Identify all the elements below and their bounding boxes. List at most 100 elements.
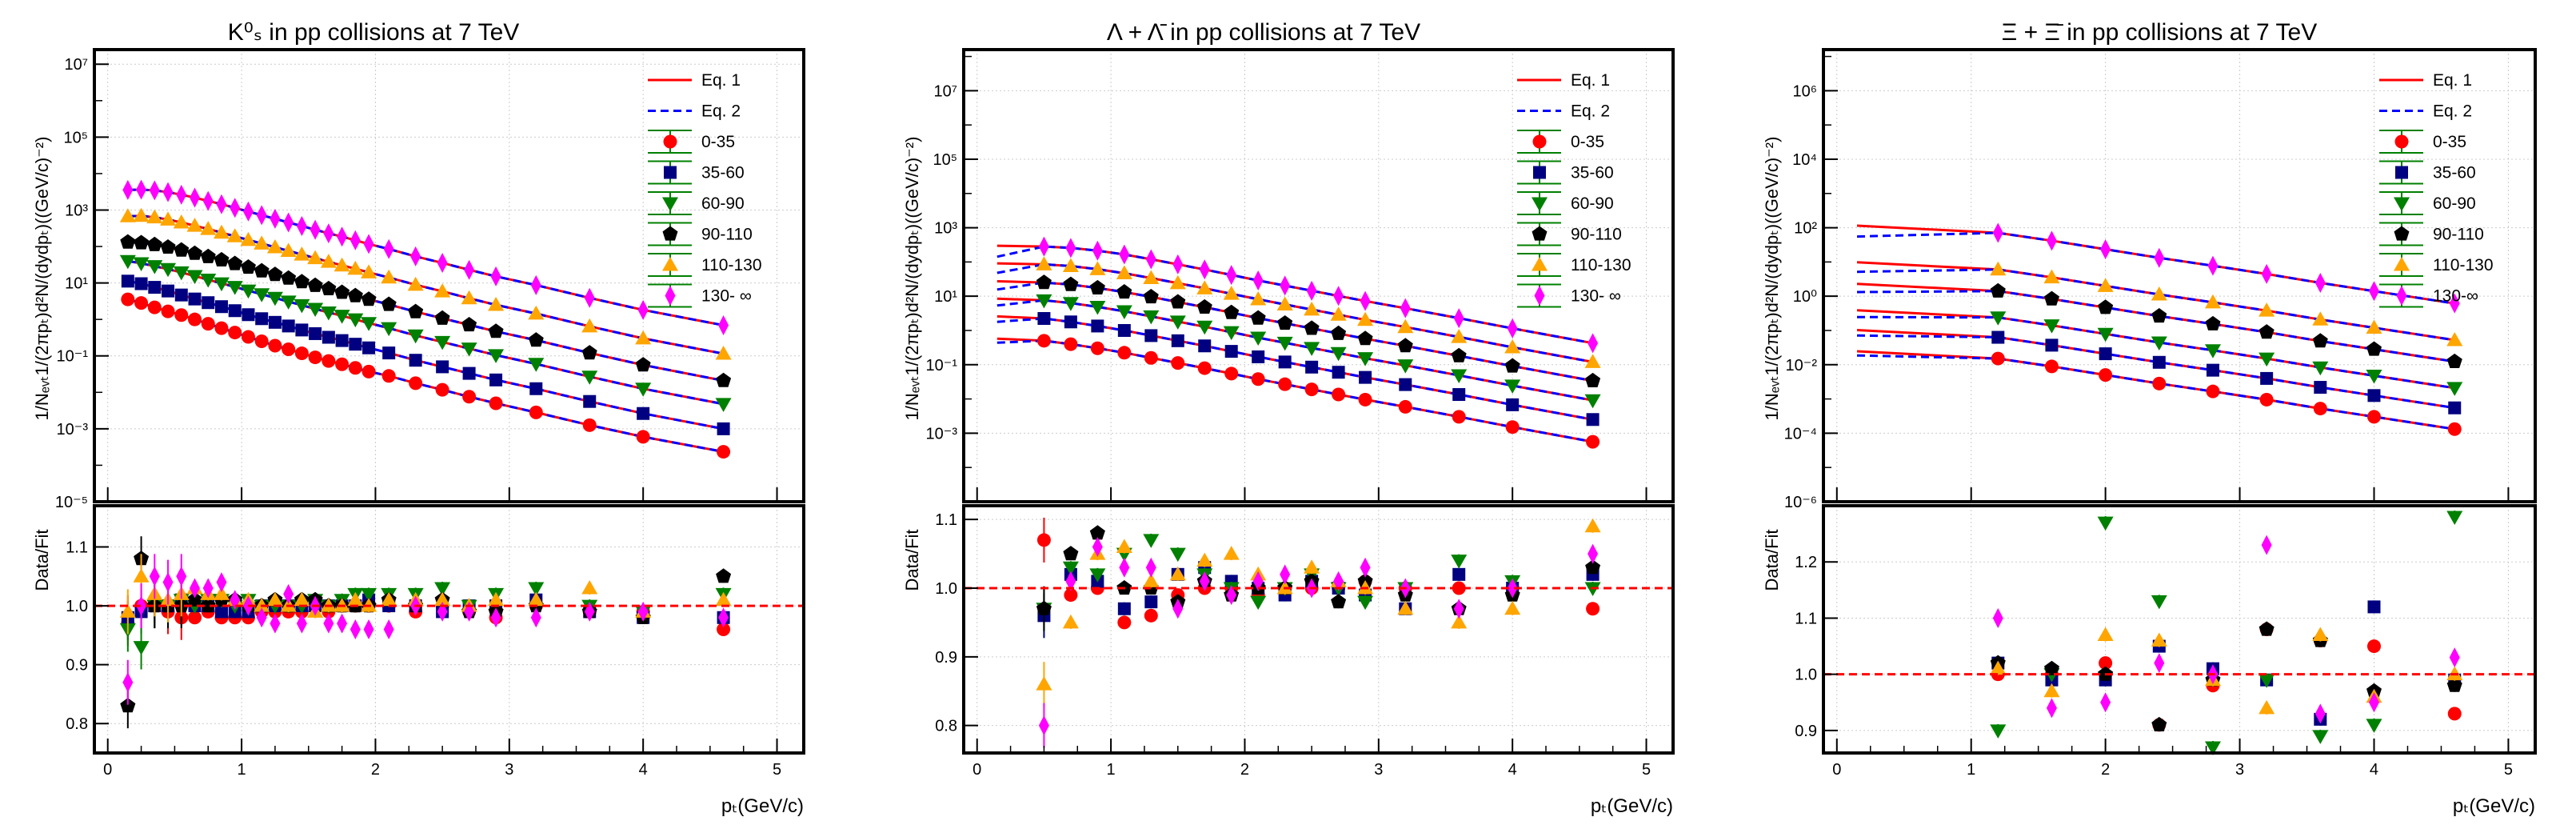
data-point	[188, 312, 202, 326]
data-point	[214, 321, 229, 335]
ratio-point	[2044, 660, 2059, 675]
legend-marker	[1532, 197, 1548, 211]
ratio-point	[1038, 715, 1049, 736]
data-point	[2045, 338, 2059, 352]
y-tick-label: 10⁻³	[926, 425, 958, 443]
data-point	[2152, 355, 2166, 369]
legend-label: 60-90	[2433, 194, 2476, 213]
data-point	[2260, 371, 2274, 385]
ratio-point	[2151, 595, 2167, 610]
ratio-point	[1064, 588, 1078, 603]
data-point	[202, 190, 214, 211]
ratio-point	[528, 591, 545, 607]
data-point	[1252, 270, 1264, 290]
data-point	[2446, 353, 2462, 368]
top-frame-xi	[1822, 48, 2537, 503]
x-tick-label: 3	[505, 761, 513, 779]
data-point	[146, 236, 162, 251]
y-tick-label: 10²	[1794, 220, 1817, 238]
ratio-point	[136, 595, 147, 616]
data-point	[186, 218, 203, 232]
data-point	[462, 390, 477, 404]
data-point	[320, 306, 337, 321]
data-point	[1453, 308, 1464, 329]
data-point	[309, 326, 322, 340]
data-point	[2368, 281, 2379, 302]
data-point	[333, 310, 350, 324]
ratio-point	[1169, 547, 1186, 563]
ratio-point	[383, 619, 394, 639]
data-point	[200, 274, 217, 288]
data-point	[254, 288, 270, 302]
data-point	[1143, 270, 1160, 284]
data-point	[2204, 294, 2221, 309]
ratio-point	[1143, 573, 1160, 587]
legend-lambda: Eq. 1 Eq. 2 0-35 35-60 60-90 90-110 110-130 130…	[1517, 71, 1631, 308]
data-point	[1116, 265, 1132, 280]
data-point	[1451, 347, 1467, 362]
data-point	[266, 291, 283, 306]
data-point	[1144, 350, 1158, 365]
data-point	[348, 361, 362, 375]
y-tick-label: 1.1	[66, 539, 88, 557]
eq2-curve-0	[1856, 354, 2455, 431]
ratio-point	[1116, 539, 1132, 553]
legend-marker	[2396, 286, 2407, 306]
ratio-point	[528, 582, 545, 596]
data-point	[121, 292, 135, 306]
ratio-point	[337, 613, 348, 634]
ratio-point	[216, 572, 227, 593]
ratio-point	[1360, 557, 1371, 578]
data-point	[281, 270, 297, 285]
ratio-point	[1280, 564, 1291, 585]
data-point	[1223, 286, 1240, 300]
data-point	[490, 266, 501, 286]
ratio-point	[2097, 627, 2114, 642]
data-point	[528, 305, 545, 320]
data-point	[1250, 331, 1267, 346]
ratio-point	[213, 586, 230, 600]
y-tick-label: 10⁻³	[57, 421, 89, 439]
data-point	[280, 242, 297, 258]
ratio-point	[1397, 600, 1414, 615]
data-point	[381, 369, 396, 383]
data-point	[1196, 298, 1212, 314]
data-point	[335, 357, 349, 371]
x-tick-label: 3	[2235, 761, 2244, 779]
data-point	[1063, 276, 1079, 291]
data-point	[176, 184, 187, 205]
legend-label: Eq. 2	[2433, 102, 2472, 121]
data-point	[242, 201, 254, 222]
y-tick-label: 0.9	[935, 649, 957, 667]
data-point	[1990, 282, 2006, 298]
data-point	[240, 231, 257, 246]
ratio-point	[1144, 595, 1158, 609]
data-point	[1144, 329, 1158, 342]
data-point	[187, 245, 202, 260]
ratio-point	[1144, 608, 1158, 623]
data-point	[254, 334, 269, 349]
data-point	[409, 354, 422, 367]
data-point	[1276, 336, 1293, 351]
data-point	[1036, 294, 1052, 309]
data-point	[2313, 402, 2327, 416]
data-point	[1064, 315, 1077, 329]
legend-label: 110-130	[2433, 256, 2494, 274]
ratio-point	[2258, 674, 2275, 688]
y-tick-label: 10³	[65, 202, 88, 219]
eq2-curve-4	[127, 214, 724, 355]
panel-k0s: 0 1 2 3 4 5 10⁻⁵ 10⁻³ 10⁻¹ 10¹ 10³ 10⁵ 10⁷ 0.8 0.9 1.0 1…	[55, 48, 805, 779]
ratio-point	[133, 641, 150, 655]
data-point	[1089, 300, 1106, 315]
data-point	[2366, 410, 2381, 424]
x-tick-label: 1	[238, 761, 246, 779]
ratio-point	[2100, 692, 2111, 713]
ratio-point	[2312, 627, 2329, 642]
eq2-curve-4	[1856, 268, 2455, 342]
x-tick-label: 0	[1832, 761, 1841, 779]
data-point	[361, 317, 377, 331]
data-point	[1062, 297, 1079, 311]
y-tick-label: 10⁴	[1792, 151, 1817, 169]
panel-title-xi: Ξ + Ξ̄ in pp collisions at 7 TeV	[2002, 19, 2317, 46]
ratio-point	[530, 607, 541, 628]
